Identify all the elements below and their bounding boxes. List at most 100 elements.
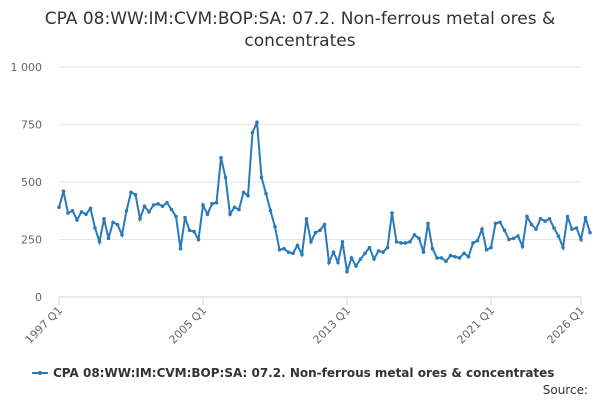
point	[543, 219, 547, 223]
point	[399, 241, 403, 245]
point	[183, 215, 187, 220]
point	[106, 236, 111, 241]
point	[340, 240, 345, 244]
x-tick-label: 2013 Q1	[311, 304, 354, 347]
point	[462, 251, 466, 256]
legend-label: CPA 08:WW:IM:CVM:BOP:SA: 07.2. Non-ferro…	[53, 366, 554, 380]
series-line	[58, 121, 591, 273]
point	[363, 251, 367, 256]
point	[547, 217, 552, 221]
point	[187, 228, 192, 233]
point	[259, 175, 264, 180]
x-tick-label: 1997 Q1	[23, 304, 66, 347]
point	[457, 256, 462, 260]
point	[291, 251, 295, 256]
point	[129, 190, 133, 195]
point	[79, 210, 84, 214]
chart-title: CPA 08:WW:IM:CVM:BOP:SA: 07.2. Non-ferro…	[44, 9, 556, 51]
point	[529, 222, 534, 227]
point	[426, 221, 430, 226]
point	[534, 227, 538, 231]
point	[313, 230, 318, 235]
point	[111, 220, 115, 225]
point	[120, 233, 124, 237]
point	[525, 214, 529, 219]
point	[156, 202, 160, 206]
point	[583, 215, 588, 220]
point	[214, 200, 219, 205]
point	[70, 208, 75, 213]
point	[565, 214, 570, 219]
point	[237, 207, 241, 212]
point	[511, 236, 516, 241]
point	[390, 211, 394, 215]
point	[115, 222, 120, 227]
y-tick-label: 750	[21, 119, 42, 132]
point	[507, 237, 511, 242]
point	[444, 259, 448, 264]
point	[417, 236, 421, 241]
point	[300, 252, 304, 257]
point	[61, 189, 66, 193]
point	[345, 269, 349, 274]
point	[223, 175, 228, 180]
point	[147, 210, 151, 214]
point	[430, 246, 435, 251]
point	[502, 228, 507, 233]
point	[246, 194, 250, 198]
point	[84, 212, 88, 216]
point	[421, 250, 426, 254]
point	[219, 156, 223, 160]
point	[142, 204, 147, 208]
point	[376, 249, 381, 253]
y-tick-label: 0	[35, 291, 42, 304]
point	[309, 240, 313, 244]
point	[484, 248, 489, 252]
point	[295, 243, 300, 248]
point	[435, 256, 439, 260]
point	[286, 250, 291, 254]
point	[264, 191, 268, 196]
point	[552, 226, 556, 230]
point	[394, 240, 399, 244]
point	[174, 214, 178, 219]
point	[151, 203, 156, 207]
point	[160, 204, 165, 208]
point	[493, 221, 498, 226]
point	[354, 264, 358, 268]
point	[471, 241, 475, 245]
point	[367, 245, 372, 250]
point	[66, 211, 70, 215]
point	[381, 250, 385, 254]
point	[480, 227, 484, 231]
y-tick-label: 1 000	[11, 61, 43, 74]
point	[358, 257, 363, 261]
point	[93, 226, 97, 230]
point	[178, 246, 183, 251]
point	[439, 256, 444, 260]
point	[250, 130, 255, 135]
point	[169, 207, 174, 212]
point	[588, 230, 592, 235]
point	[336, 260, 340, 265]
point	[282, 246, 286, 251]
x-tick-label: 2021 Q1	[455, 304, 498, 347]
point	[268, 208, 273, 213]
point	[349, 256, 354, 260]
point	[448, 253, 453, 258]
point	[205, 212, 210, 216]
point	[520, 244, 525, 249]
point	[403, 241, 408, 245]
legend-marker	[38, 371, 42, 375]
point	[232, 205, 237, 210]
point	[556, 234, 561, 238]
point	[516, 234, 520, 238]
point	[192, 229, 196, 234]
point	[453, 254, 457, 259]
x-tick-label: 2026 Q1	[545, 304, 588, 347]
y-tick-label: 250	[21, 234, 42, 247]
point	[331, 250, 336, 254]
y-tick-label: 500	[21, 176, 42, 189]
